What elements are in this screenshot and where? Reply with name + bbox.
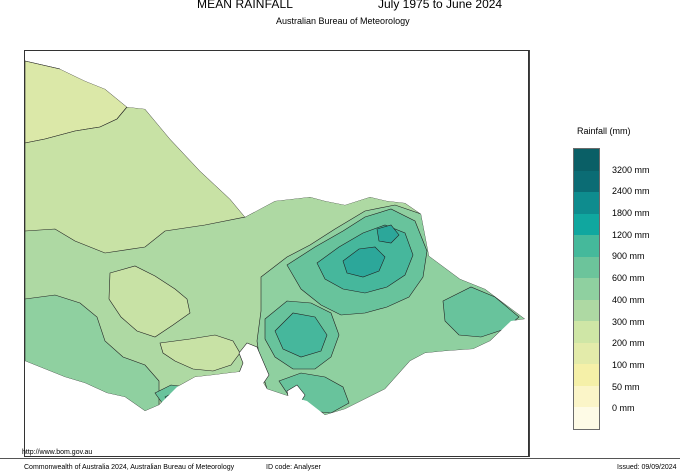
legend-swatch [574, 321, 599, 343]
legend-label: 300 mm [612, 316, 645, 327]
legend-swatch [574, 235, 599, 257]
legend-swatch [574, 192, 599, 214]
legend-swatch [574, 213, 599, 236]
legend-label: 1200 mm [612, 229, 650, 240]
legend-swatch-top [574, 149, 599, 171]
zone-300-400-central [108, 265, 191, 338]
legend-colorbar [573, 148, 600, 430]
legend-label: 50 mm [612, 381, 640, 392]
legend-label: 0 mm [612, 403, 635, 414]
legend-swatch [574, 385, 599, 408]
legend-labels: 3200 mm 2400 mm 1800 mm 1200 mm 900 mm 600 mm… [604, 148, 680, 430]
zone-300-400-south [159, 334, 241, 372]
footer-divider [0, 458, 680, 459]
legend-swatch [574, 342, 599, 365]
id-code: ID code: Analyser [266, 464, 321, 471]
rainfall-map [25, 51, 528, 456]
map-title: MEAN RAINFALL [197, 0, 293, 11]
map-panel [24, 50, 529, 457]
legend-title: Rainfall (mm) [577, 126, 631, 136]
zone-1800-2400-peaks-north [376, 224, 400, 244]
legend-swatch [574, 364, 599, 386]
zone-1800-2400-peaks [342, 246, 386, 278]
legend-label: 3200 mm [612, 164, 650, 175]
legend-swatch [574, 407, 599, 429]
ocean [25, 319, 528, 456]
legend-label: 2400 mm [612, 186, 650, 197]
issued-date: Issued: 09/09/2024 [617, 464, 677, 471]
panel-divider [529, 50, 530, 457]
copyright-notice: Commonwealth of Australia 2024, Australi… [24, 464, 235, 471]
legend-label: 100 mm [612, 359, 645, 370]
legend-label: 1800 mm [612, 208, 650, 219]
legend-label: 400 mm [612, 294, 645, 305]
legend-swatch [574, 278, 599, 300]
legend-swatch [574, 170, 599, 193]
ne-border [60, 51, 528, 319]
legend-label: 600 mm [612, 273, 645, 284]
legend-swatch [574, 256, 599, 279]
map-subtitle: Australian Bureau of Meteorology [276, 16, 410, 26]
map-period: July 1975 to June 2024 [378, 0, 503, 11]
legend-swatch [574, 299, 599, 322]
legend-label: 200 mm [612, 338, 645, 349]
legend-label: 900 mm [612, 251, 645, 262]
victoria-landmass [25, 60, 526, 418]
source-url[interactable]: http://www.bom.gov.au [22, 449, 93, 456]
zone-1200-1800-yarra [274, 312, 328, 358]
